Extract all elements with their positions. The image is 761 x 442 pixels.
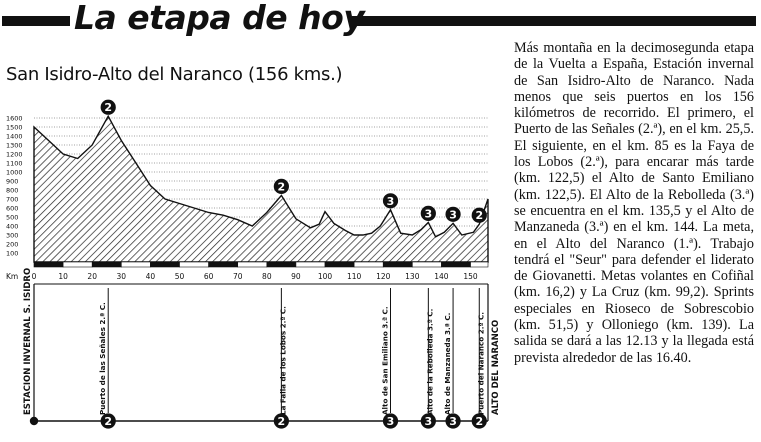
y-tick-label: 1100 [6, 160, 23, 168]
climb-badge-bottom-number: 2 [475, 415, 483, 428]
scale-segment [266, 261, 297, 268]
climb-badge-bottom-circle [445, 413, 461, 429]
header-rule-right [352, 16, 756, 26]
start-dot [29, 416, 39, 426]
climb-badge-top-circle [273, 178, 289, 194]
elevation-area [33, 114, 489, 263]
climb-badge-top-number: 2 [104, 101, 112, 114]
climb-label: Alto de Manzaneda 3.ª C. [443, 313, 452, 415]
climb-label: Puerto de las Señales 2.ª C. [98, 302, 107, 415]
y-tick-label: 1600 [6, 115, 23, 123]
x-tick-label: 10 [58, 272, 68, 281]
climb-badge-bottom-circle [471, 413, 487, 429]
x-tick-label: 30 [117, 272, 127, 281]
climb-badge-top-number: 3 [387, 195, 395, 208]
climb-badge-bottom-circle [382, 413, 399, 429]
scale-segment [237, 261, 268, 268]
climb-badge-top-number: 2 [475, 209, 483, 222]
header: La etapa de hoy [0, 0, 761, 40]
scale-segment [179, 261, 209, 268]
scale-segment [62, 261, 93, 268]
x-tick-label: 100 [318, 272, 333, 281]
climb-badge-bottom-number: 2 [104, 415, 112, 428]
climb-badge-bottom-number: 3 [425, 415, 433, 428]
y-tick-label: 1300 [6, 142, 23, 150]
x-tick-label: 120 [376, 272, 391, 281]
scale-segment [441, 261, 471, 268]
climb-badge-top-number: 3 [449, 208, 457, 221]
x-tick-label: 130 [405, 272, 420, 281]
scale-segment [295, 261, 326, 268]
climb-label: Alto de San Emiliano 3.ª C. [381, 306, 390, 415]
x-tick-label: 140 [434, 272, 449, 281]
climb-badge-bottom-number: 3 [387, 415, 395, 428]
climb-badge-top-number: 2 [278, 180, 286, 193]
climb-label: Alto de la Rebolleda 3.ª C. [425, 309, 434, 415]
x-tick-label: 50 [175, 272, 185, 281]
route-title: San Isidro-Alto del Naranco (156 kms.) [6, 64, 343, 85]
x-tick-label: 90 [291, 272, 301, 281]
y-tick-label: 700 [6, 196, 18, 204]
article-text: Más montaña en la decimosegunda etapa de… [514, 40, 754, 366]
climb-label: La Falla de los Lobos 2.ª C. [278, 306, 287, 415]
header-rule-left [2, 16, 70, 26]
y-tick-label: 200 [6, 241, 18, 249]
climb-timeline: ESTACION INVERNAL S. ISIDRO ALTO DEL NARA… [23, 268, 501, 426]
x-tick-label: 20 [87, 272, 97, 281]
climb-label: Puerto del Naranco 2.ª C. [476, 312, 485, 415]
climb-badge-bottom-circle [420, 413, 436, 429]
climb-badge-top-circle [420, 205, 436, 221]
scale-segment [470, 261, 489, 268]
y-tick-label: 1400 [6, 133, 23, 141]
x-tick-label: 0 [32, 272, 37, 281]
chart-area [33, 114, 489, 263]
climb-badge-top-circle [471, 207, 487, 223]
scale-segment [353, 261, 384, 268]
scale-segment [91, 261, 122, 268]
climb-badge-top-number: 3 [425, 207, 433, 220]
x-tick-label: 40 [146, 272, 156, 281]
y-tick-label: 400 [6, 223, 18, 231]
y-tick-label: 1200 [6, 151, 23, 159]
climb-badges: 2 2 2 2 3 3 3 3 3 3 2 2 [100, 99, 487, 429]
chart-axis: 0 10 20 30 40 50 60 70 80 90 100 110 120 130 140 150 Km [6, 261, 489, 285]
climb-badge-bottom-circle [100, 413, 116, 429]
climb-badge-bottom-number: 3 [449, 415, 457, 428]
y-tick-label: 500 [6, 214, 18, 222]
scale-segment [412, 261, 442, 268]
x-tick-label: 150 [463, 272, 478, 281]
y-tick-label: 100 [6, 250, 18, 258]
y-tick-label: 800 [6, 187, 18, 195]
climb-badge-top-circle [445, 206, 461, 222]
finish-label: ALTO DEL NARANCO [491, 320, 501, 415]
y-tick-label: 600 [6, 205, 18, 213]
scale-segment [33, 261, 64, 268]
x-axis-label: Km [6, 272, 18, 281]
climb-badge-bottom-circle [273, 413, 289, 429]
scale-segment [208, 261, 239, 268]
y-tick-label: 1500 [6, 124, 23, 132]
x-tick-label: 80 [262, 272, 272, 281]
page-title: La etapa de hoy [74, 0, 365, 37]
x-tick-label: 70 [233, 272, 243, 281]
scale-segment [150, 261, 180, 268]
climb-badge-top-circle [382, 193, 399, 209]
start-label: ESTACION INVERNAL S. ISIDRO [23, 268, 33, 415]
y-tick-label: 300 [6, 232, 18, 240]
climb-badge-top-circle [100, 99, 116, 115]
scale-segment [324, 261, 355, 268]
y-tick-label: 900 [6, 178, 18, 186]
scale-segment [382, 261, 413, 268]
y-tick-label: 1000 [6, 169, 23, 177]
x-tick-label: 110 [347, 272, 362, 281]
climb-badge-bottom-number: 2 [278, 415, 286, 428]
x-tick-label: 60 [204, 272, 214, 281]
scale-segment [121, 261, 151, 268]
